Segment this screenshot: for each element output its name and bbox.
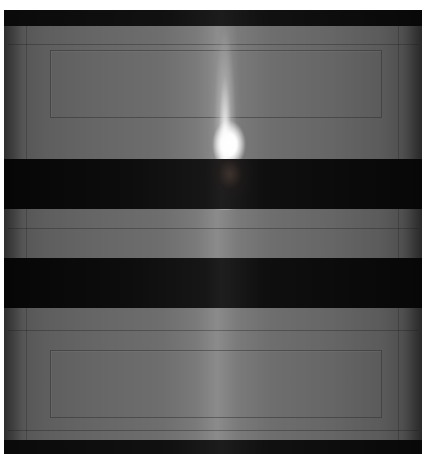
seam-line [8,330,418,331]
right-edge-shading [402,10,422,448]
left-panel-edge-line [26,26,27,440]
band-reflection-glow [200,159,260,209]
seam-line [8,430,418,431]
lower-dark-band [4,258,422,308]
specular-hotspot [212,118,246,162]
left-edge-shading [4,10,24,448]
lower-recessed-panel [50,350,382,418]
bottom-cap [4,440,422,454]
right-panel-edge-line [398,26,399,440]
seam-line [8,228,418,229]
top-cap [4,10,422,26]
